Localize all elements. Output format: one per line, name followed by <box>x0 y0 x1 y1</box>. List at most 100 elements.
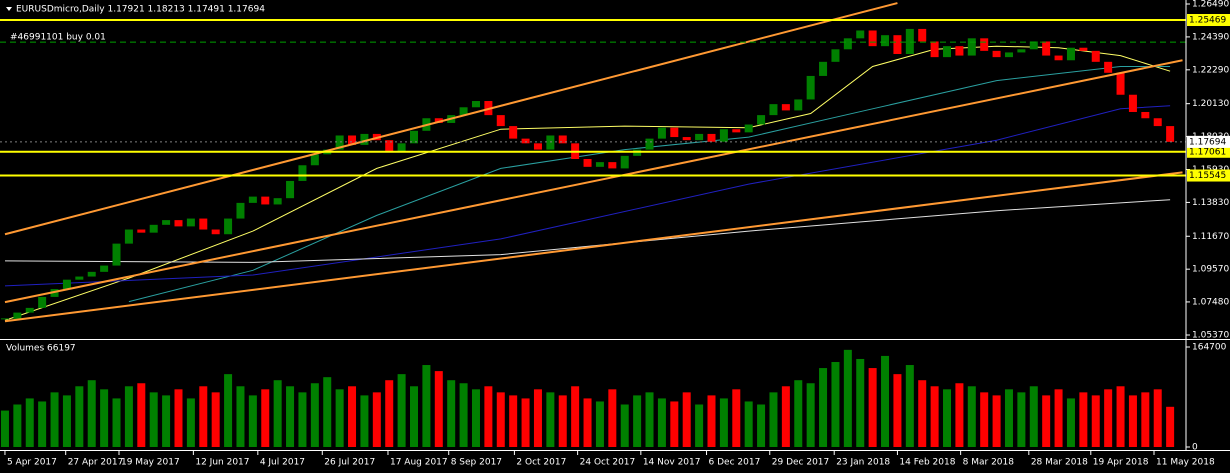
candle <box>75 276 84 280</box>
volume-bar <box>224 374 233 447</box>
candle <box>87 271 96 277</box>
menu-triangle[interactable] <box>6 7 12 11</box>
trendline <box>4 2 898 236</box>
candle <box>335 135 344 150</box>
x-tick-label: 28 Mar 2018 <box>1031 458 1088 468</box>
volume-bar <box>471 389 480 447</box>
candle <box>397 143 406 152</box>
volume-bar <box>496 392 505 447</box>
volume-bar <box>1104 389 1113 447</box>
candle <box>1004 52 1013 58</box>
volume-bar <box>719 398 728 447</box>
volume-bar <box>124 386 133 447</box>
volume-bar <box>87 380 96 447</box>
volume-bar <box>434 371 443 447</box>
y-tick-label: 0 <box>1192 443 1198 453</box>
volume-bar <box>881 355 890 447</box>
candle <box>1042 41 1051 56</box>
order-annotation: #46991101 buy 0.01 <box>10 33 106 43</box>
volume-bar <box>682 392 691 447</box>
candle <box>273 198 282 205</box>
candle <box>521 138 530 144</box>
volume-bar <box>298 392 307 447</box>
volume-bar <box>930 386 939 447</box>
candle <box>211 229 220 235</box>
x-tick-label: 6 Dec 2017 <box>709 458 761 468</box>
level-label-box <box>1187 14 1230 27</box>
volume-bar <box>397 374 406 447</box>
x-tick-label: 19 Apr 2018 <box>1093 458 1149 468</box>
candle <box>955 46 964 56</box>
candle <box>298 165 307 181</box>
volume-bar <box>980 392 989 447</box>
volume-bar <box>1066 398 1075 447</box>
candle <box>1116 72 1125 95</box>
volume-bar <box>360 395 369 447</box>
volume-bar <box>521 398 530 447</box>
candle <box>236 202 245 219</box>
volume-bar <box>732 389 741 447</box>
volume-title: Volumes 66197 <box>6 344 76 354</box>
candle <box>992 50 1001 58</box>
level-label-box <box>1187 145 1230 158</box>
candle <box>769 104 778 116</box>
volume-bar <box>112 398 121 447</box>
candle <box>868 30 877 47</box>
candle <box>682 137 691 141</box>
volume-bar <box>620 404 629 447</box>
volume-bar <box>199 386 208 447</box>
volume-bar <box>1141 392 1150 447</box>
candle <box>1029 41 1038 50</box>
volume-bar <box>744 401 753 447</box>
volume-bar <box>992 395 1001 447</box>
volume-bar <box>918 380 927 447</box>
candle <box>248 196 257 203</box>
trendline <box>4 59 1183 304</box>
candle <box>286 180 295 199</box>
chart-title: EURUSDmicro,Daily 1.17921 1.18213 1.1749… <box>16 5 265 15</box>
candle <box>819 61 828 76</box>
current-price-label: 1.17694 <box>1189 137 1226 147</box>
volume-bar <box>410 386 419 447</box>
moving-average <box>128 66 1171 303</box>
candle <box>905 28 914 54</box>
volume-bar <box>25 398 34 447</box>
y-tick-label: 1.13830 <box>1192 198 1229 208</box>
volume-panel <box>0 349 1175 447</box>
volume-bar <box>211 392 220 447</box>
candle <box>1079 47 1088 51</box>
volume-bar <box>757 404 766 447</box>
x-tick-label: 12 Jun 2017 <box>195 458 249 468</box>
candle <box>707 133 716 142</box>
volume-bar <box>1017 392 1026 447</box>
volume-bar <box>769 392 778 447</box>
volume-bar <box>843 349 852 447</box>
candle <box>13 312 22 319</box>
x-tick-label: 17 Aug 2017 <box>390 458 448 468</box>
volume-bar <box>819 368 828 447</box>
volume-bar <box>943 389 952 447</box>
volume-bar <box>967 386 976 447</box>
candle <box>348 135 357 145</box>
candle <box>1153 118 1162 127</box>
volume-bar <box>1116 386 1125 447</box>
x-tick-label: 26 Jul 2017 <box>324 458 375 468</box>
y-tick-label: 1.26490 <box>1192 0 1229 10</box>
volume-bar <box>62 395 71 447</box>
x-tick-label: 29 Dec 2017 <box>772 458 830 468</box>
volume-bar <box>781 386 790 447</box>
candle <box>558 135 567 144</box>
volume-bar <box>236 386 245 447</box>
volume-bar <box>484 386 493 447</box>
candle <box>50 289 59 297</box>
x-tick-label: 5 Apr 2017 <box>7 458 57 468</box>
volume-bar <box>1128 395 1137 447</box>
candle <box>1104 61 1113 73</box>
y-tick-label: 1.09570 <box>1192 265 1229 275</box>
candle <box>930 41 939 58</box>
moving-average <box>4 105 1171 287</box>
volume-bar <box>186 398 195 447</box>
volume-bar <box>856 358 865 447</box>
candle <box>38 296 47 308</box>
